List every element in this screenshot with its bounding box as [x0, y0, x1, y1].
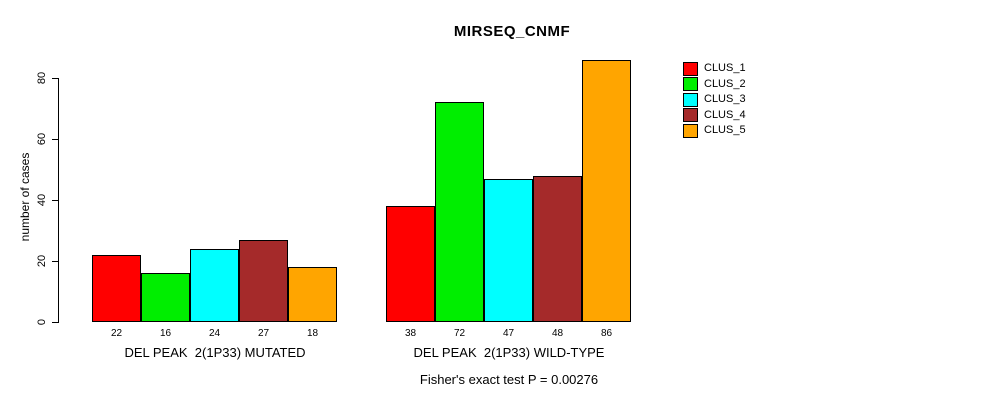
bar-clus_2-group1 — [141, 273, 190, 322]
y-tick-label: 20 — [36, 254, 48, 268]
bar-clus_5-group1 — [288, 267, 337, 322]
legend: CLUS_1 CLUS_2 CLUS_3 CLUS_4 CLUS_5 — [683, 61, 746, 139]
bar-clus_1-group1 — [92, 255, 141, 322]
bar-clus_4-group2 — [533, 176, 582, 322]
y-tick-label: 60 — [36, 132, 48, 146]
y-tick-mark — [52, 261, 58, 262]
y-tick-mark — [52, 139, 58, 140]
bar-value-label: 24 — [208, 328, 221, 339]
legend-swatch-icon — [683, 108, 698, 123]
legend-swatch-icon — [683, 77, 698, 92]
legend-row-clus_1: CLUS_1 — [683, 61, 746, 77]
y-axis-line — [58, 78, 59, 323]
fisher-test-note: Fisher's exact test P = 0.00276 — [419, 372, 599, 387]
legend-label: CLUS_2 — [704, 77, 746, 90]
group-label-mutated: DEL PEAK 2(1P33) MUTATED — [124, 345, 306, 360]
legend-swatch-icon — [683, 123, 698, 138]
bar-clus_4-group1 — [239, 240, 288, 322]
legend-label: CLUS_4 — [704, 108, 746, 121]
bar-clus_1-group2 — [386, 206, 435, 322]
bar-value-label: 86 — [600, 328, 613, 339]
legend-row-clus_2: CLUS_2 — [683, 77, 746, 93]
bar-value-label: 22 — [110, 328, 123, 339]
legend-swatch-icon — [683, 61, 698, 76]
bar-value-label: 27 — [257, 328, 270, 339]
legend-row-clus_4: CLUS_4 — [683, 108, 746, 124]
legend-swatch-icon — [683, 92, 698, 107]
y-tick-mark — [52, 322, 58, 323]
legend-row-clus_3: CLUS_3 — [683, 92, 746, 108]
bar-clus_5-group2 — [582, 60, 631, 322]
y-tick-mark — [52, 78, 58, 79]
legend-label: CLUS_5 — [704, 124, 746, 136]
chart-title: MIRSEQ_CNMF — [453, 23, 571, 40]
bar-value-label: 47 — [502, 328, 515, 339]
group-label-wildtype: DEL PEAK 2(1P33) WILD-TYPE — [413, 345, 605, 360]
bar-clus_3-group2 — [484, 179, 533, 322]
bar-value-label: 16 — [159, 328, 172, 339]
legend-label: CLUS_3 — [704, 93, 746, 105]
legend-label: CLUS_1 — [704, 62, 746, 74]
y-tick-label: 40 — [36, 193, 48, 207]
bar-value-label: 38 — [404, 328, 417, 339]
y-tick-label: 80 — [36, 71, 48, 85]
legend-row-clus_5: CLUS_5 — [683, 123, 746, 139]
y-tick-label: 0 — [36, 318, 48, 326]
bar-value-label: 48 — [551, 328, 564, 339]
bar-value-label: 18 — [306, 328, 319, 339]
y-axis-title: number of cases — [18, 152, 32, 242]
y-tick-mark — [52, 200, 58, 201]
bar-value-label: 72 — [453, 328, 466, 339]
bar-clus_2-group2 — [435, 102, 484, 322]
bar-clus_3-group1 — [190, 249, 239, 322]
